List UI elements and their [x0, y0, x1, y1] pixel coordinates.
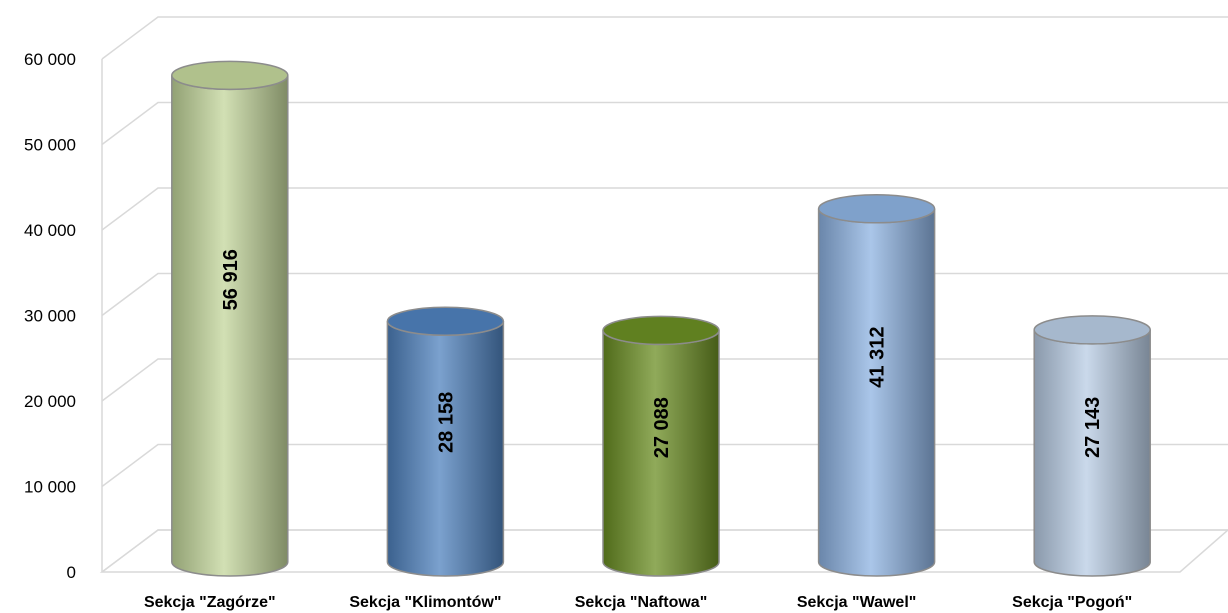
- data-label: 41 312: [867, 327, 889, 388]
- x-tick-label: Sekcja "Wawel": [797, 594, 917, 611]
- gridline: [101, 187, 1228, 231]
- bar-top: [602, 315, 720, 346]
- bar-top: [817, 194, 936, 224]
- y-tick-label: 10 000: [24, 478, 76, 497]
- bar-2: 28 158: [386, 306, 505, 577]
- data-label: 27 088: [651, 397, 673, 458]
- x-tick-label: Sekcja "Zagórze": [144, 594, 276, 611]
- bar-body: [817, 208, 936, 577]
- gridline: [101, 101, 1228, 146]
- y-tick-label: 20 000: [24, 392, 76, 411]
- y-tick-label: 0: [67, 563, 76, 582]
- data-label: 27 143: [1082, 397, 1104, 458]
- y-tick-label: 30 000: [24, 307, 76, 326]
- x-tick-label: Sekcja "Naftowa": [575, 594, 708, 611]
- bar-top: [171, 60, 289, 91]
- bar-body: [171, 75, 289, 577]
- bar-1: 56 916: [171, 60, 289, 577]
- bar-3: 27 088: [602, 315, 720, 577]
- y-axis-ticks: 0 10 000 20 000 30 000 40 000 50 000 60 000: [24, 50, 76, 582]
- x-tick-label: Sekcja "Klimontów": [349, 594, 501, 611]
- x-axis-labels: Sekcja "Zagórze" Sekcja "Klimontów" Sekcja…: [144, 594, 1132, 611]
- data-label: 28 158: [435, 392, 457, 453]
- y-tick-label: 40 000: [24, 221, 76, 240]
- y-tick-label: 50 000: [24, 136, 76, 155]
- y-tick-label: 60 000: [24, 50, 76, 69]
- bar-5: 27 143: [1033, 315, 1151, 577]
- bars: 56 916 28 158 27 088 41 312 27 143: [171, 60, 1151, 577]
- gridline: [101, 16, 1228, 60]
- bar-4: 41 312: [817, 194, 936, 577]
- bar-top: [386, 306, 505, 336]
- bar-top: [1033, 315, 1151, 345]
- x-tick-label: Sekcja "Pogoń": [1012, 594, 1132, 611]
- data-label: 56 916: [220, 249, 242, 310]
